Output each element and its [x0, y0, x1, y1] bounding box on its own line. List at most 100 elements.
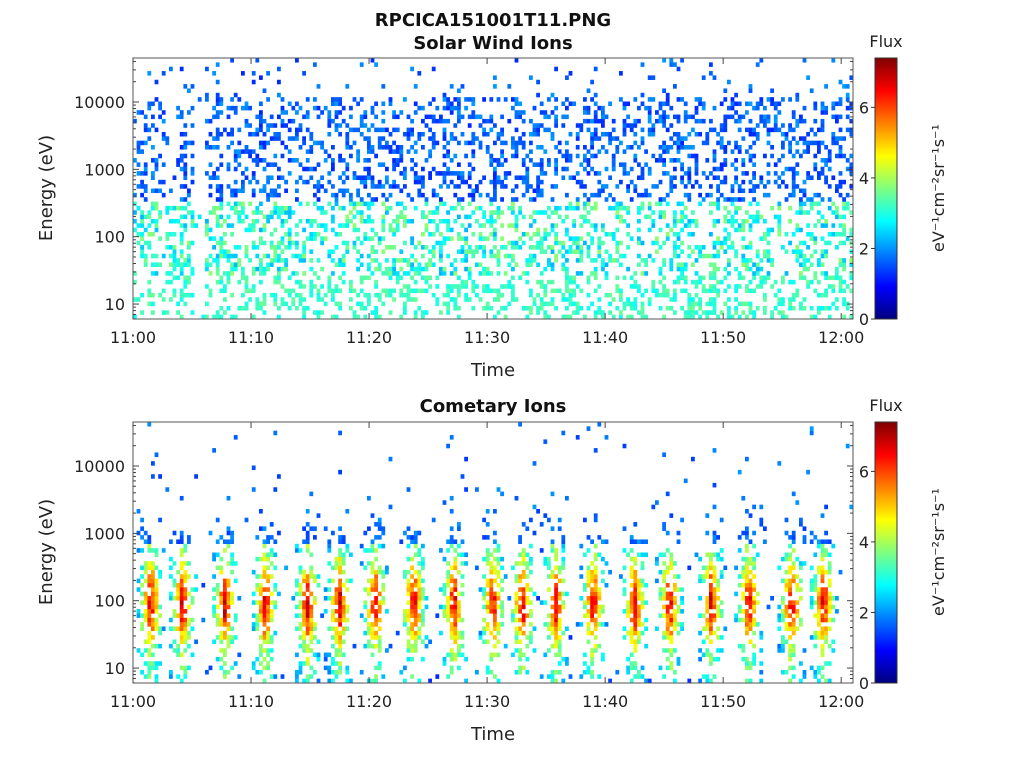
heatmap-cell	[205, 314, 209, 320]
heatmap-cell	[223, 609, 227, 614]
heatmap-cell	[309, 218, 314, 224]
heatmap-cell	[223, 578, 227, 584]
heatmap-cell	[514, 149, 519, 154]
heatmap-cell	[561, 123, 566, 128]
heatmap-cell	[259, 609, 263, 614]
heatmap-cell	[496, 205, 501, 211]
heatmap-cell	[489, 565, 494, 571]
heatmap-cell	[338, 110, 342, 115]
heatmap-cell	[820, 171, 825, 176]
heatmap-cell	[709, 127, 713, 133]
heatmap-cell	[259, 301, 263, 307]
heatmap-cell	[367, 127, 371, 133]
heatmap-cell	[255, 301, 260, 307]
heatmap-cell	[500, 245, 504, 250]
heatmap-cell	[179, 232, 184, 237]
heatmap-cell	[388, 266, 393, 272]
heatmap-cell	[212, 574, 216, 579]
heatmap-cell	[453, 617, 458, 623]
heatmap-cell	[676, 114, 681, 120]
heatmap-cell	[464, 561, 468, 566]
heatmap-cell	[381, 236, 386, 241]
heatmap-cell	[525, 635, 530, 640]
heatmap-cell	[655, 292, 659, 298]
heatmap-cell	[579, 574, 584, 579]
heatmap-cell	[521, 110, 526, 115]
heatmap-cell	[302, 258, 306, 263]
heatmap-cell	[165, 232, 170, 237]
heatmap-cell	[439, 114, 443, 120]
heatmap-cell	[341, 596, 346, 601]
heatmap-cell	[842, 205, 846, 211]
heatmap-cell	[183, 131, 188, 137]
heatmap-cell	[277, 166, 281, 172]
heatmap-cell	[806, 266, 810, 272]
heatmap-cell	[169, 253, 173, 259]
heatmap-cell	[565, 271, 569, 276]
heatmap-cell	[485, 669, 490, 675]
heatmap-cell	[305, 622, 310, 627]
heatmap-cell	[619, 253, 623, 259]
heatmap-cell	[341, 253, 346, 259]
solar-plot-frame	[132, 57, 854, 320]
heatmap-cell	[147, 609, 152, 614]
heatmap-cell	[363, 218, 368, 224]
heatmap-cell	[435, 284, 440, 289]
heatmap-cell	[334, 617, 339, 623]
heatmap-cell	[147, 661, 152, 666]
heatmap-cell	[799, 153, 803, 159]
heatmap-cell	[633, 140, 638, 146]
heatmap-cell	[514, 214, 519, 220]
heatmap-cell	[629, 569, 634, 575]
heatmap-cell	[820, 271, 825, 276]
heatmap-cell	[485, 604, 490, 610]
heatmap-cell	[550, 574, 555, 579]
heatmap-cell	[277, 131, 281, 137]
heatmap-cell	[511, 288, 515, 294]
heatmap-cell	[453, 613, 458, 618]
heatmap-cell	[381, 543, 386, 549]
heatmap-cell	[500, 236, 504, 241]
heatmap-cell	[277, 258, 281, 263]
heatmap-cell	[367, 218, 371, 224]
heatmap-cell	[367, 548, 371, 553]
heatmap-cell	[511, 266, 515, 272]
heatmap-cell	[673, 223, 677, 228]
heatmap-cell	[557, 609, 562, 614]
heatmap-cell	[611, 205, 616, 211]
heatmap-cell	[565, 258, 569, 263]
heatmap-cell	[413, 266, 418, 272]
heatmap-cell	[334, 97, 339, 102]
heatmap-cell	[511, 275, 515, 281]
heatmap-cell	[550, 539, 555, 544]
heatmap-cell	[518, 245, 522, 250]
heatmap-cell	[665, 192, 670, 198]
heatmap-cell	[741, 253, 746, 259]
heatmap-cell	[273, 162, 278, 167]
heatmap-cell	[215, 145, 220, 150]
heatmap-cell	[374, 596, 378, 601]
heatmap-cell	[554, 626, 558, 631]
heatmap-cell	[658, 153, 663, 159]
heatmap-cell	[277, 474, 281, 479]
heatmap-cell	[532, 218, 537, 224]
heatmap-cell	[489, 582, 494, 588]
heatmap-cell	[680, 227, 684, 233]
heatmap-cell	[251, 314, 256, 320]
heatmap-cell	[615, 284, 620, 289]
heatmap-cell	[381, 84, 386, 89]
heatmap-cell	[723, 179, 728, 185]
heatmap-cell	[561, 240, 566, 246]
heatmap-cell	[331, 600, 335, 605]
heatmap-cell	[255, 669, 260, 675]
heatmap-cell	[662, 140, 666, 146]
heatmap-cell	[255, 582, 260, 588]
solar-colorbar-gradient	[874, 57, 898, 320]
heatmap-cell	[737, 114, 742, 120]
heatmap-cell	[493, 188, 497, 194]
heatmap-cell	[176, 613, 180, 618]
heatmap-cell	[550, 223, 555, 228]
heatmap-cell	[367, 591, 371, 597]
heatmap-cell	[255, 127, 260, 133]
heatmap-cell	[712, 153, 717, 159]
